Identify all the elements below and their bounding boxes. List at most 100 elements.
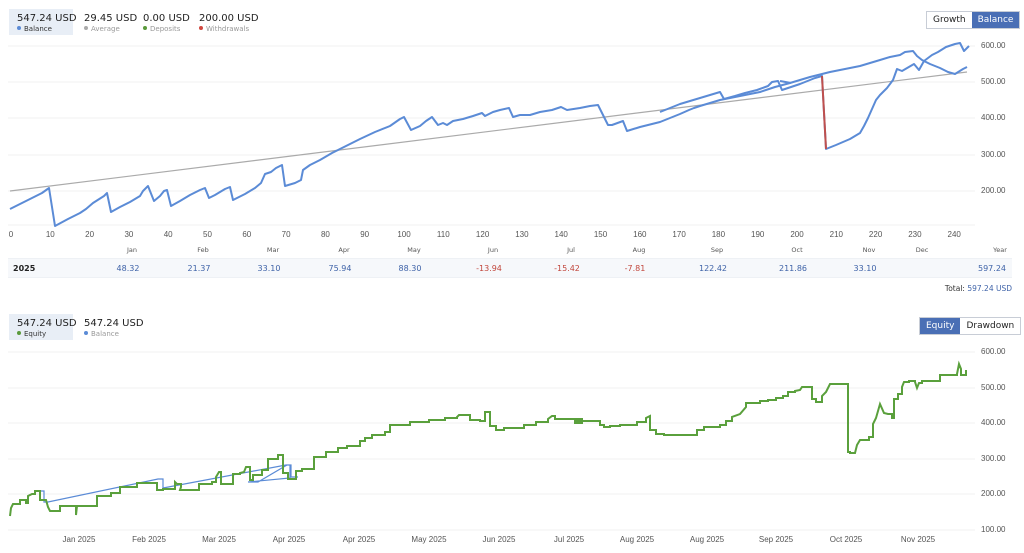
x-tick: 240 — [947, 230, 961, 239]
monthly-returns-row: 2025 48.32 21.37 33.10 75.94 88.30 -13.9… — [8, 258, 1012, 278]
equity-step-line — [9, 360, 967, 517]
x-tick: 150 — [593, 230, 608, 239]
stat-label: Withdrawals — [199, 25, 259, 34]
y-tick: 500.00 — [981, 383, 1006, 392]
balance-line-tail — [779, 80, 792, 84]
stat-balance-bottom[interactable]: 547.24 USD Balance — [76, 314, 152, 340]
y-tick: 200.00 — [981, 489, 1006, 498]
equity-button[interactable]: Equity — [920, 318, 961, 334]
legend-dot-icon — [17, 26, 21, 30]
legend-dot-icon — [84, 26, 88, 30]
month-header: Apr — [338, 246, 350, 254]
y-tick: 400.00 — [981, 113, 1006, 122]
month-header: Feb — [197, 246, 209, 254]
legend-dot-icon — [17, 331, 21, 335]
x-tick: 60 — [242, 230, 252, 239]
x-tick: 200 — [790, 230, 804, 239]
date-tick: Jul 2025 — [553, 535, 585, 544]
date-tick: May 2025 — [411, 535, 447, 544]
date-tick: Feb 2025 — [132, 535, 166, 544]
legend-dot-icon — [84, 331, 88, 335]
month-value: 21.37 — [187, 264, 211, 273]
balance-button[interactable]: Balance — [971, 12, 1020, 28]
date-tick: Aug 2025 — [689, 535, 725, 544]
date-tick: Jun 2025 — [482, 535, 516, 544]
month-value: -7.81 — [624, 264, 646, 273]
x-tick: 10 — [45, 230, 55, 239]
month-value: -15.42 — [554, 264, 580, 273]
x-tick: 120 — [475, 230, 490, 239]
stat-value: 200.00 USD — [199, 13, 259, 24]
y-tick: 100.00 — [981, 525, 1006, 534]
y-tick: 400.00 — [981, 418, 1006, 427]
year-total-value: 597.24 — [978, 264, 1006, 273]
month-value: 33.10 — [257, 264, 281, 273]
x-tick: 20 — [85, 230, 95, 239]
month-header: Mar — [266, 246, 280, 254]
month-value: 75.94 — [328, 264, 352, 273]
balance-line-right — [659, 42, 970, 150]
x-tick: 80 — [320, 230, 330, 239]
stat-deposits[interactable]: 0.00 USD Deposits — [135, 9, 198, 35]
growth-button[interactable]: Growth — [927, 12, 972, 28]
x-tick: 160 — [633, 230, 647, 239]
month-header: May — [407, 246, 421, 254]
y-tick: 600.00 — [981, 347, 1006, 356]
stat-balance[interactable]: 547.24 USD Balance — [9, 9, 77, 35]
growth-balance-toggle: Growth Balance — [926, 11, 1021, 29]
withdrawal-line — [821, 75, 827, 150]
x-tick: 50 — [203, 230, 212, 239]
date-tick: Mar 2025 — [202, 535, 236, 544]
stat-label: Average — [84, 25, 137, 34]
grid-lines — [8, 351, 975, 531]
x-tick: 100 — [397, 230, 411, 239]
x-tick: 130 — [515, 230, 529, 239]
month-value: 88.30 — [398, 264, 422, 273]
x-tick: 210 — [829, 230, 843, 239]
x-tick: 110 — [436, 230, 450, 239]
month-header: Oct — [791, 246, 803, 254]
stat-average[interactable]: 29.45 USD Average — [76, 9, 145, 35]
month-header: Aug — [632, 246, 646, 254]
drawdown-button[interactable]: Drawdown — [960, 318, 1021, 334]
date-tick: Nov 2025 — [900, 535, 936, 544]
stat-label: Equity — [17, 330, 65, 339]
month-value: 211.86 — [779, 264, 807, 273]
x-tick: 220 — [868, 230, 883, 239]
month-value: 122.42 — [699, 264, 727, 273]
month-header: Nov — [862, 246, 876, 254]
stat-value: 547.24 USD — [17, 318, 77, 329]
month-header: Sep — [710, 246, 724, 254]
balance-step-line — [35, 464, 298, 503]
date-tick: Jan 2025 — [62, 535, 96, 544]
year-header: Year — [993, 246, 1007, 254]
legend-dot-icon — [143, 26, 147, 30]
date-tick: Apr 2025 — [272, 535, 306, 544]
stat-label: Deposits — [143, 25, 190, 34]
grid-lines — [8, 45, 975, 226]
x-tick: 90 — [360, 230, 370, 239]
x-tick: 190 — [751, 230, 765, 239]
month-value: 48.32 — [116, 264, 140, 273]
stat-equity[interactable]: 547.24 USD Equity — [9, 314, 77, 340]
stat-label: Balance — [84, 330, 144, 339]
y-tick: 500.00 — [981, 77, 1006, 86]
stat-withdrawals[interactable]: 200.00 USD Withdrawals — [191, 9, 267, 35]
x-tick: 230 — [908, 230, 922, 239]
date-tick: Sep 2025 — [758, 535, 794, 544]
month-header: Jan — [126, 246, 138, 254]
month-value: -13.94 — [476, 264, 502, 273]
date-tick: Oct 2025 — [829, 535, 863, 544]
month-value: 33.10 — [853, 264, 877, 273]
month-header: Dec — [915, 246, 929, 254]
equity-drawdown-toggle: Equity Drawdown — [919, 317, 1022, 335]
x-tick: 70 — [281, 230, 291, 239]
balance-line — [9, 50, 968, 227]
legend-dot-icon — [199, 26, 203, 30]
stat-value: 547.24 USD — [84, 318, 144, 329]
month-header: Jun — [487, 246, 499, 254]
date-tick: Aug 2025 — [619, 535, 655, 544]
x-tick: 140 — [554, 230, 568, 239]
